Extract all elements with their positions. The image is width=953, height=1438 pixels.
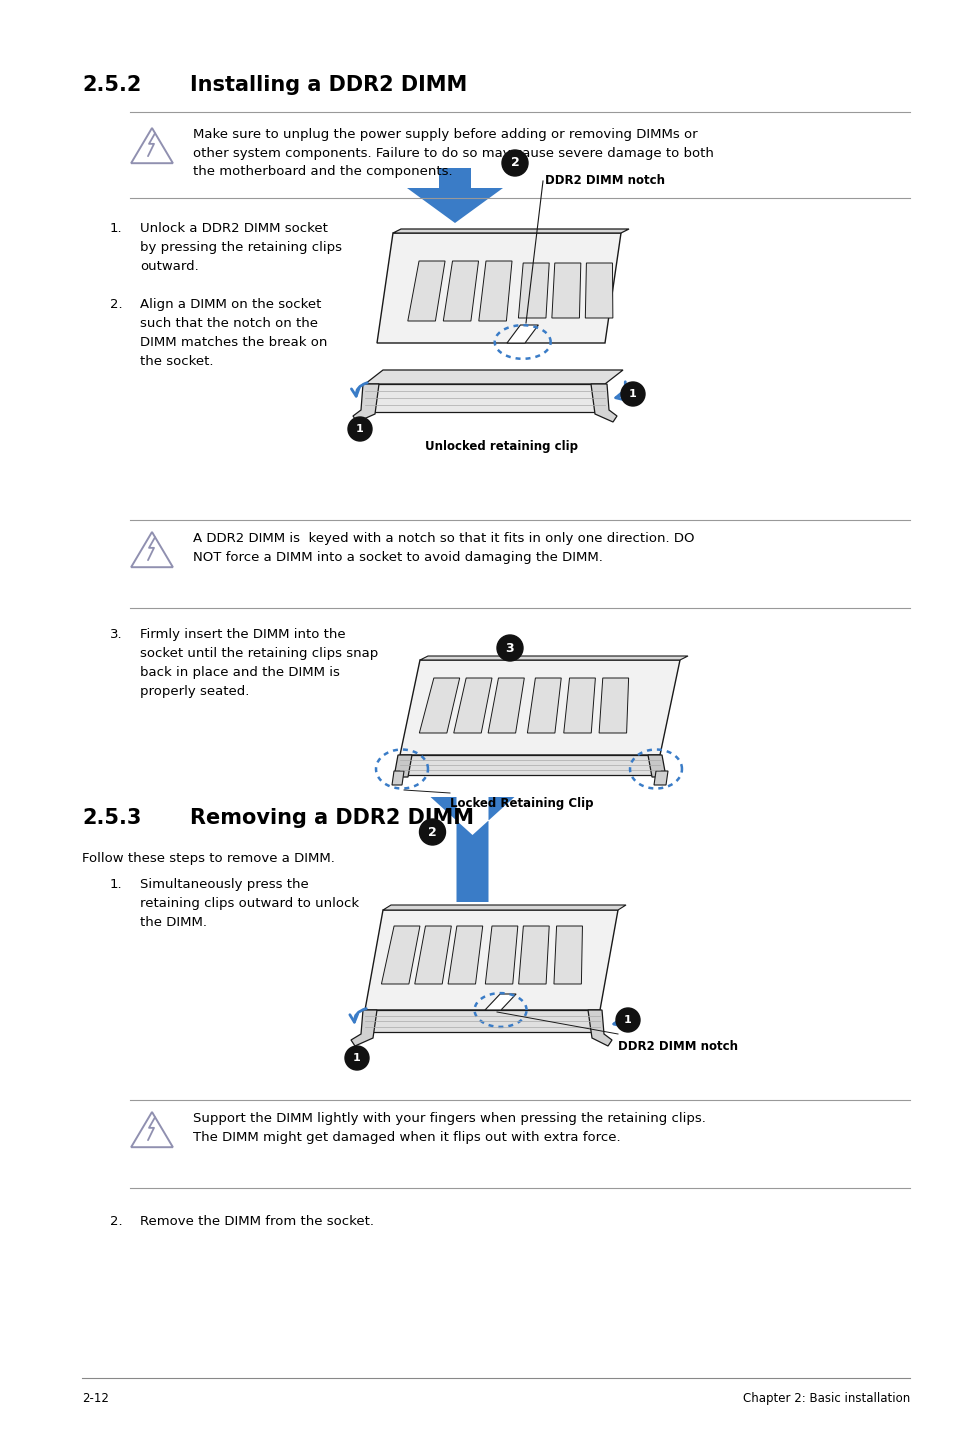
Polygon shape [478, 262, 512, 321]
Text: 1: 1 [355, 424, 363, 434]
Text: Align a DIMM on the socket
such that the notch on the
DIMM matches the break on
: Align a DIMM on the socket such that the… [140, 298, 327, 368]
Polygon shape [563, 677, 595, 733]
Circle shape [348, 417, 372, 441]
Polygon shape [381, 926, 419, 984]
Text: 2-12: 2-12 [82, 1392, 109, 1405]
Text: 2.5.2: 2.5.2 [82, 75, 141, 95]
Text: Follow these steps to remove a DIMM.: Follow these steps to remove a DIMM. [82, 851, 335, 866]
Polygon shape [399, 755, 659, 775]
Circle shape [497, 636, 522, 661]
Polygon shape [407, 168, 502, 223]
Text: Installing a DDR2 DIMM: Installing a DDR2 DIMM [190, 75, 467, 95]
Text: Locked Retaining Clip: Locked Retaining Clip [450, 797, 593, 810]
Polygon shape [392, 771, 403, 785]
Polygon shape [485, 926, 517, 984]
Text: 1.: 1. [110, 879, 123, 892]
Text: A DDR2 DIMM is  keyed with a notch so that it fits in only one direction. DO
NOT: A DDR2 DIMM is keyed with a notch so tha… [193, 532, 694, 564]
Polygon shape [365, 1009, 599, 1032]
Circle shape [419, 820, 445, 846]
Text: Support the DIMM lightly with your fingers when pressing the retaining clips.
Th: Support the DIMM lightly with your finge… [193, 1112, 705, 1143]
Text: Remove the DIMM from the socket.: Remove the DIMM from the socket. [140, 1215, 374, 1228]
Polygon shape [399, 660, 679, 755]
Circle shape [501, 150, 527, 175]
Text: DDR2 DIMM notch: DDR2 DIMM notch [618, 1040, 738, 1053]
Text: Make sure to unplug the power supply before adding or removing DIMMs or
other sy: Make sure to unplug the power supply bef… [193, 128, 713, 178]
Polygon shape [430, 797, 514, 902]
Polygon shape [551, 263, 580, 318]
Polygon shape [382, 905, 625, 910]
Polygon shape [590, 384, 617, 421]
Polygon shape [654, 771, 667, 785]
Polygon shape [517, 263, 549, 318]
Polygon shape [518, 926, 549, 984]
Polygon shape [506, 325, 537, 344]
Polygon shape [365, 910, 618, 1009]
Text: 2.5.3: 2.5.3 [82, 808, 141, 828]
Text: 3.: 3. [110, 628, 123, 641]
Polygon shape [351, 1009, 376, 1045]
Polygon shape [585, 263, 612, 318]
Polygon shape [376, 233, 620, 344]
Polygon shape [365, 384, 604, 413]
Text: Firmly insert the DIMM into the
socket until the retaining clips snap
back in pl: Firmly insert the DIMM into the socket u… [140, 628, 377, 697]
Text: 3: 3 [505, 641, 514, 654]
Polygon shape [419, 656, 687, 660]
Text: 2: 2 [428, 825, 436, 838]
Text: 2: 2 [510, 157, 518, 170]
Polygon shape [454, 677, 492, 733]
Text: 2.: 2. [110, 1215, 123, 1228]
Circle shape [620, 383, 644, 406]
Polygon shape [598, 677, 628, 733]
Polygon shape [353, 384, 378, 421]
Polygon shape [527, 677, 560, 733]
Text: 1: 1 [628, 390, 637, 398]
Text: Simultaneously press the
retaining clips outward to unlock
the DIMM.: Simultaneously press the retaining clips… [140, 879, 358, 929]
Polygon shape [587, 1009, 612, 1045]
Text: 1.: 1. [110, 221, 123, 234]
Polygon shape [554, 926, 582, 984]
Polygon shape [488, 677, 524, 733]
Polygon shape [484, 994, 516, 1009]
Text: DDR2 DIMM notch: DDR2 DIMM notch [544, 174, 664, 187]
Circle shape [345, 1045, 369, 1070]
Text: 1: 1 [623, 1015, 631, 1025]
Polygon shape [394, 755, 412, 777]
Polygon shape [365, 370, 622, 384]
Text: 1: 1 [353, 1053, 360, 1063]
Text: Chapter 2: Basic installation: Chapter 2: Basic installation [742, 1392, 909, 1405]
Text: Removing a DDR2 DIMM: Removing a DDR2 DIMM [190, 808, 474, 828]
Polygon shape [415, 926, 451, 984]
Polygon shape [443, 262, 478, 321]
Polygon shape [647, 755, 665, 777]
Polygon shape [419, 677, 459, 733]
Circle shape [616, 1008, 639, 1032]
Text: 2.: 2. [110, 298, 123, 311]
Polygon shape [393, 229, 628, 233]
Polygon shape [407, 262, 445, 321]
Polygon shape [448, 926, 482, 984]
Text: Unlock a DDR2 DIMM socket
by pressing the retaining clips
outward.: Unlock a DDR2 DIMM socket by pressing th… [140, 221, 341, 273]
Text: Unlocked retaining clip: Unlocked retaining clip [424, 440, 578, 453]
